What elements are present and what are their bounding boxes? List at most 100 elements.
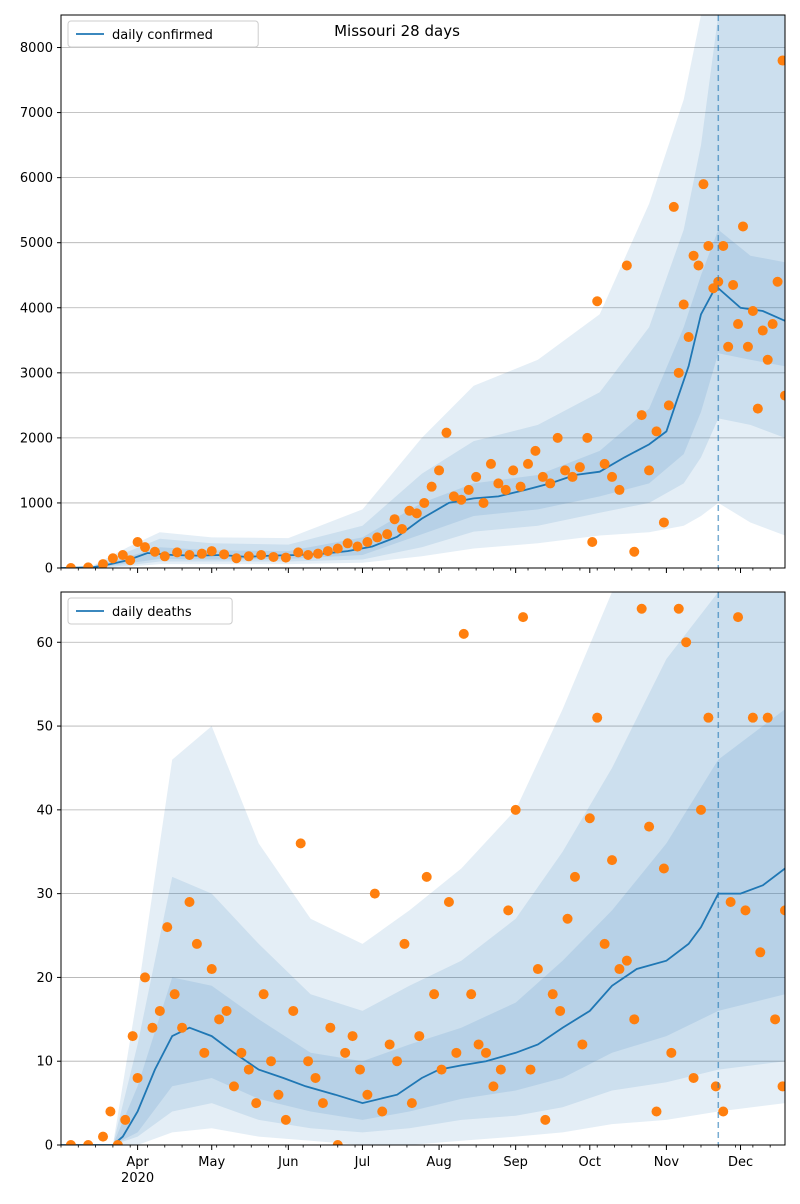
confidence-band <box>61 592 785 1145</box>
data-point <box>681 637 692 648</box>
data-point <box>666 1047 677 1058</box>
y-tick-label: 7000 <box>20 106 53 121</box>
data-point <box>481 1047 492 1058</box>
data-point <box>592 296 603 307</box>
data-point <box>419 497 430 508</box>
y-tick-label: 8000 <box>20 41 53 56</box>
data-point <box>663 400 674 411</box>
data-point <box>478 497 489 508</box>
data-point <box>525 1064 536 1075</box>
data-point <box>396 523 407 534</box>
data-point <box>466 989 477 1000</box>
y-tick-label: 40 <box>36 803 53 818</box>
data-point <box>673 603 684 614</box>
confidence-band <box>61 229 785 568</box>
data-point <box>698 179 709 190</box>
data-point <box>560 465 571 476</box>
data-point <box>384 1039 395 1050</box>
data-point <box>723 341 734 352</box>
data-point <box>644 821 655 832</box>
data-point <box>268 551 279 562</box>
data-point <box>562 913 573 924</box>
data-point <box>154 1005 165 1016</box>
data-point <box>377 1106 388 1117</box>
data-point <box>532 964 543 975</box>
legend-box <box>67 20 259 48</box>
y-tick-label: 2000 <box>20 431 53 446</box>
data-point <box>352 541 363 552</box>
data-point <box>574 462 585 473</box>
data-point <box>629 546 640 557</box>
data-point <box>228 1081 239 1092</box>
data-point <box>518 612 529 623</box>
legend-label: daily deaths <box>112 605 192 620</box>
data-point <box>280 552 291 563</box>
data-point <box>577 1039 588 1050</box>
data-point <box>436 1064 447 1075</box>
data-point <box>725 897 736 908</box>
data-point <box>503 905 514 916</box>
data-point <box>523 458 534 469</box>
data-point <box>733 612 744 623</box>
x-tick-label: Jul <box>354 1155 371 1170</box>
confidence-band <box>61 709 785 1145</box>
data-point <box>310 1072 321 1083</box>
data-point <box>83 1140 94 1145</box>
data-point <box>530 445 541 456</box>
data-point <box>317 1098 328 1109</box>
data-point <box>98 1131 109 1142</box>
data-point <box>147 1022 158 1033</box>
data-point <box>434 465 445 476</box>
y-tick-label: 5000 <box>20 236 53 251</box>
data-point <box>221 1005 232 1016</box>
data-point <box>117 549 128 560</box>
data-point <box>303 1056 314 1067</box>
data-point <box>243 551 254 562</box>
data-point <box>636 410 647 421</box>
data-point <box>280 1114 291 1125</box>
data-point <box>206 546 217 557</box>
data-point <box>303 549 314 560</box>
data-point <box>127 1031 138 1042</box>
data-point <box>658 517 669 528</box>
y-tick-label: 20 <box>36 971 53 986</box>
data-point <box>545 478 556 489</box>
data-point <box>236 1047 247 1058</box>
data-point <box>552 432 563 443</box>
x-tick-label: Nov <box>654 1155 680 1170</box>
data-point <box>500 484 511 495</box>
data-point <box>582 432 593 443</box>
data-point <box>451 1047 462 1058</box>
data-point <box>149 546 160 557</box>
y-tick-label: 3000 <box>20 366 53 381</box>
data-point <box>191 938 202 949</box>
data-point <box>488 1081 499 1092</box>
data-point <box>658 863 669 874</box>
y-tick-label: 4000 <box>20 301 53 316</box>
data-point <box>140 972 151 983</box>
y-tick-label: 10 <box>36 1055 53 1070</box>
data-point <box>688 1072 699 1083</box>
data-point <box>770 1014 781 1025</box>
data-point <box>777 55 785 66</box>
data-point <box>65 563 76 568</box>
data-point <box>673 367 684 378</box>
data-point <box>332 1140 343 1145</box>
data-point <box>755 947 766 958</box>
data-point <box>737 221 748 232</box>
data-point <box>312 548 323 559</box>
data-point <box>132 536 143 547</box>
data-point <box>752 403 763 414</box>
data-point <box>567 471 578 482</box>
data-point <box>196 548 207 559</box>
data-point <box>607 471 618 482</box>
data-point <box>288 1005 299 1016</box>
data-point <box>342 538 353 549</box>
data-point <box>780 905 785 916</box>
data-point <box>733 319 744 330</box>
data-point <box>757 325 768 336</box>
y-tick-label: 50 <box>36 720 53 735</box>
data-point <box>683 332 694 343</box>
data-point <box>495 1064 506 1075</box>
